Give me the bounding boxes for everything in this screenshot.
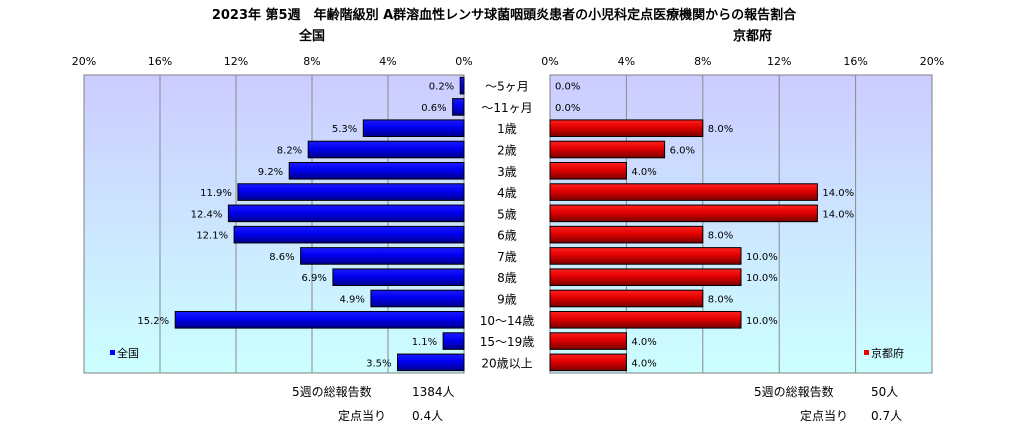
national-bar <box>370 289 465 308</box>
kyoto-tick-label: 8% <box>694 55 711 68</box>
national-bar <box>362 119 465 138</box>
category-label: 15〜19歳 <box>480 335 535 349</box>
national-bar <box>233 225 465 244</box>
national-value-label: 8.2% <box>277 146 302 157</box>
national-bar <box>288 161 465 180</box>
kyoto-tick-label: 20% <box>920 55 944 68</box>
kyoto-panel-title: 京都府 <box>733 28 772 44</box>
kyoto-legend-swatch <box>864 350 869 355</box>
national-value-label: 12.1% <box>196 231 228 242</box>
national-legend-label: 全国 <box>117 346 139 360</box>
kyoto-value-label: 8.0% <box>708 295 733 306</box>
category-label: 9歳 <box>497 293 517 307</box>
kyoto-per-value: 0.7人 <box>871 409 903 423</box>
kyoto-bar <box>549 289 704 308</box>
national-value-label: 0.2% <box>429 82 454 93</box>
kyoto-value-label: 4.0% <box>631 337 656 348</box>
national-tick-label: 0% <box>455 55 472 68</box>
national-value-label: 11.9% <box>200 188 232 199</box>
kyoto-value-label: 8.0% <box>708 124 733 135</box>
category-label: 8歳 <box>497 271 517 285</box>
category-label: 7歳 <box>497 250 517 264</box>
kyoto-legend-label: 京都府 <box>871 346 904 360</box>
national-bar <box>300 247 465 265</box>
national-bar <box>397 353 465 372</box>
kyoto-value-label: 4.0% <box>631 167 656 178</box>
national-tick-label: 20% <box>72 55 96 68</box>
national-tick-label: 8% <box>303 55 320 68</box>
national-total-label: 5週の総報告数 <box>292 385 372 399</box>
kyoto-bar <box>549 268 742 287</box>
category-label: 10〜14歳 <box>480 314 535 328</box>
national-bar <box>452 98 465 116</box>
national-value-label: 6.9% <box>301 273 326 284</box>
national-tick-label: 12% <box>224 55 248 68</box>
kyoto-bar <box>549 140 666 159</box>
kyoto-bar <box>549 353 627 372</box>
national-value-label: 12.4% <box>191 209 223 220</box>
category-label: 〜5ヶ月 <box>485 80 529 94</box>
category-label: 4歳 <box>497 186 517 200</box>
category-label: 6歳 <box>497 229 517 243</box>
kyoto-value-label: 10.0% <box>746 252 778 263</box>
kyoto-tick-label: 4% <box>618 55 635 68</box>
national-value-label: 8.6% <box>269 252 294 263</box>
national-value-label: 9.2% <box>258 167 283 178</box>
national-value-label: 5.3% <box>332 124 357 135</box>
category-label: 1歳 <box>497 122 517 136</box>
kyoto-bar <box>549 332 627 350</box>
kyoto-value-label: 10.0% <box>746 316 778 327</box>
national-per-value: 0.4人 <box>412 409 444 423</box>
kyoto-value-label: 14.0% <box>822 209 854 220</box>
kyoto-value-label: 6.0% <box>670 146 695 157</box>
chart-panels: 0% 4% 8% 12% 16% 20% 全国 0.2% 〜5ヶ月 0.6% 〜11ヶ月 5.3% 1歳… <box>72 28 944 374</box>
national-tick-label: 16% <box>148 55 172 68</box>
national-bar <box>174 310 465 329</box>
kyoto-value-label: 0.0% <box>555 82 580 93</box>
kyoto-value-label: 4.0% <box>631 358 656 369</box>
national-value-label: 1.1% <box>412 337 437 348</box>
national-bar <box>307 140 465 159</box>
kyoto-bar <box>549 119 704 138</box>
national-per-label: 定点当り <box>338 409 387 423</box>
kyoto-bar <box>549 161 627 180</box>
kyoto-bar <box>549 204 818 223</box>
kyoto-tick-label: 0% <box>541 55 558 68</box>
national-total-value: 1384人 <box>412 385 455 399</box>
national-panel-title: 全国 <box>298 28 325 44</box>
kyoto-bar <box>549 225 704 244</box>
kyoto-total-label: 5週の総報告数 <box>754 385 834 399</box>
national-tick-label: 4% <box>379 55 396 68</box>
national-bar <box>332 268 465 287</box>
category-label: 20歳以上 <box>481 356 532 370</box>
category-label: 〜11ヶ月 <box>481 101 532 115</box>
kyoto-tick-label: 16% <box>843 55 867 68</box>
national-legend-swatch <box>110 350 115 355</box>
national-value-label: 0.6% <box>421 103 446 114</box>
category-label: 3歳 <box>497 165 517 179</box>
category-label: 5歳 <box>497 207 517 221</box>
kyoto-bar <box>549 247 742 265</box>
national-value-label: 15.2% <box>137 316 169 327</box>
kyoto-per-label: 定点当り <box>800 409 849 423</box>
national-value-label: 4.9% <box>339 295 364 306</box>
category-label: 2歳 <box>497 144 517 158</box>
kyoto-value-label: 0.0% <box>555 103 580 114</box>
kyoto-bar <box>549 310 742 329</box>
national-bar <box>442 332 465 350</box>
national-bar <box>227 204 465 223</box>
kyoto-value-label: 14.0% <box>822 188 854 199</box>
kyoto-value-label: 8.0% <box>708 231 733 242</box>
national-bar <box>459 76 465 95</box>
kyoto-value-label: 10.0% <box>746 273 778 284</box>
chart-title: 2023年 第5週 年齢階級別 A群溶血性レンサ球菌咽頭炎患者の小児科定点医療機… <box>212 7 797 23</box>
kyoto-bar <box>549 183 818 201</box>
kyoto-tick-label: 12% <box>767 55 791 68</box>
national-bar <box>237 183 465 201</box>
kyoto-total-value: 50人 <box>871 385 899 399</box>
national-value-label: 3.5% <box>366 358 391 369</box>
